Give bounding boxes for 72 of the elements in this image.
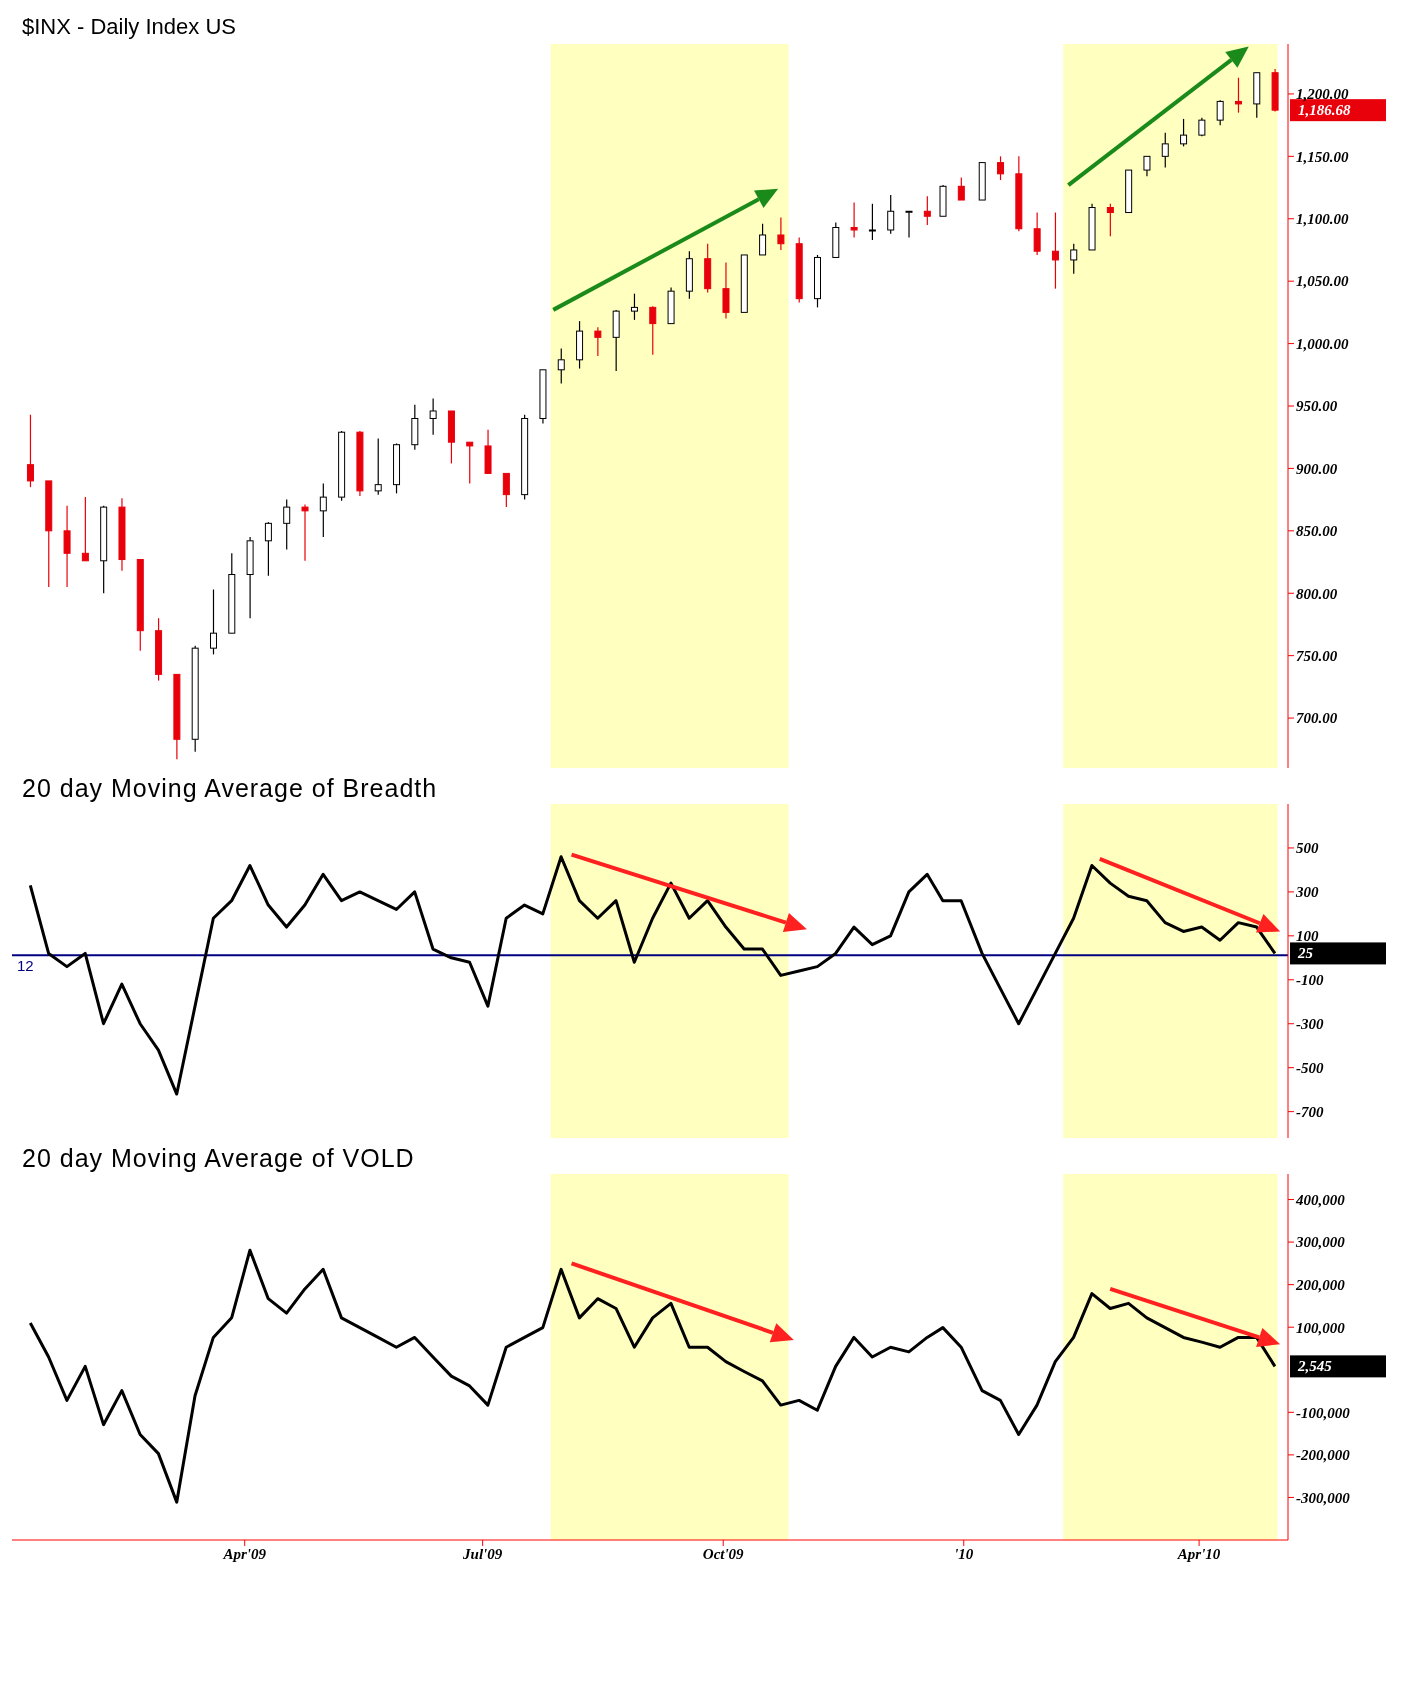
text: 25 — [1297, 945, 1314, 962]
y-tick-label: 850.00 — [1296, 523, 1338, 540]
candlestick — [466, 441, 474, 484]
y-tick-label: 900.00 — [1296, 460, 1338, 477]
x-tick-label: Apr'10 — [1176, 1545, 1221, 1562]
candlestick — [26, 414, 34, 488]
candlestick — [923, 195, 931, 226]
candlestick — [264, 521, 272, 577]
candlestick — [301, 504, 309, 562]
candlestick — [777, 216, 785, 251]
y-tick-label: 100,000 — [1296, 1319, 1346, 1336]
y-tick-label: 200,000 — [1295, 1276, 1346, 1293]
y-tick-label: 300 — [1295, 884, 1319, 901]
y-tick-label: -200,000 — [1296, 1447, 1351, 1464]
candlestick — [1234, 77, 1242, 114]
candlestick — [374, 437, 382, 496]
y-tick-label: 100 — [1296, 928, 1319, 945]
y-tick-label: 400,000 — [1295, 1191, 1346, 1208]
y-tick-label: -100 — [1296, 972, 1324, 989]
x-tick-label: Oct'09 — [702, 1545, 745, 1562]
x-tick-label: Apr'09 — [222, 1545, 267, 1562]
candlestick — [759, 223, 767, 256]
ref-line-label: 12 — [17, 956, 34, 974]
candlestick — [63, 505, 71, 588]
y-tick-label: 1,200.00 — [1296, 86, 1349, 103]
y-tick-label: 1,150.00 — [1296, 148, 1349, 165]
candlestick — [319, 482, 327, 538]
candlestick — [1033, 211, 1041, 256]
y-tick-label: 800.00 — [1296, 585, 1338, 602]
candlestick — [1106, 203, 1114, 237]
y-tick-label: -300 — [1296, 1016, 1324, 1033]
candlestick — [997, 155, 1005, 181]
y-tick-label: 500 — [1296, 840, 1319, 857]
y-tick-label: -100,000 — [1296, 1404, 1351, 1421]
candlestick — [283, 499, 291, 551]
candlestick — [1051, 211, 1059, 290]
chart-title: $INX - Daily Index US — [22, 14, 236, 40]
y-tick-label: -700 — [1296, 1103, 1324, 1120]
candlestick — [502, 472, 510, 508]
candlestick — [81, 496, 89, 562]
y-tick-label: 750.00 — [1296, 647, 1338, 664]
candlestick — [594, 326, 602, 357]
y-tick-label: 950.00 — [1296, 398, 1338, 415]
y-tick-label: 1,050.00 — [1296, 273, 1349, 290]
candlestick — [1161, 132, 1169, 169]
y-tick-label: 300,000 — [1295, 1234, 1346, 1251]
chart-title: 20 day Moving Average of Breadth — [22, 774, 438, 803]
y-tick-label: -300,000 — [1296, 1489, 1351, 1506]
candlestick — [209, 588, 217, 656]
candlestick — [722, 261, 730, 320]
candlestick — [905, 210, 913, 239]
candlestick — [1143, 155, 1151, 177]
candlestick — [850, 201, 858, 239]
candlestick — [649, 305, 657, 356]
candlestick — [557, 347, 565, 385]
chart-title: 20 day Moving Average of VOLD — [22, 1144, 415, 1173]
candlestick — [429, 397, 437, 436]
text: 2,545 — [1297, 1358, 1333, 1375]
candlestick — [1180, 118, 1188, 147]
y-tick-label: 1,000.00 — [1296, 335, 1349, 352]
y-tick-label: 1,100.00 — [1296, 211, 1349, 228]
y-tick-label: -500 — [1296, 1060, 1324, 1077]
candlestick — [957, 176, 965, 201]
candlestick — [868, 203, 876, 241]
candlestick — [1216, 99, 1224, 126]
candlestick — [887, 194, 895, 235]
y-tick-label: 700.00 — [1296, 710, 1338, 727]
candlestick — [1070, 243, 1078, 275]
x-tick-label: '10 — [954, 1545, 974, 1562]
x-tick-label: Jul'09 — [462, 1545, 503, 1562]
text: 1,186.68 — [1298, 102, 1351, 119]
candlestick — [630, 293, 638, 321]
